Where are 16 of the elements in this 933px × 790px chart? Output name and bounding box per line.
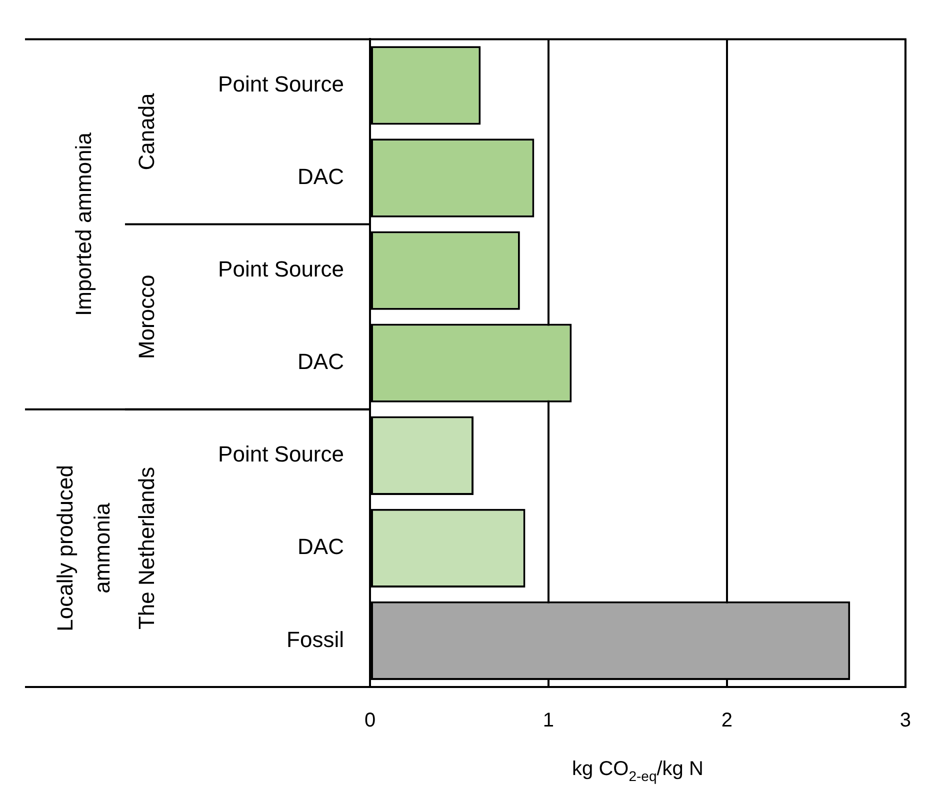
text: Canada	[134, 92, 160, 170]
x-tick-label: 1	[542, 710, 554, 732]
x-tick-label: 2	[721, 710, 733, 732]
y-tick-label: DAC	[298, 349, 344, 374]
x-tick-label: 3	[900, 710, 911, 732]
text: Imported ammonia	[71, 132, 96, 316]
text: The Netherlands	[134, 466, 160, 630]
y-tick-label: DAC	[298, 534, 344, 560]
y-tick-label: Point Source	[218, 72, 344, 97]
text: Morocco	[134, 274, 160, 360]
y-tick-label: Point Source	[218, 256, 344, 282]
text: Locally produced ammonia	[52, 465, 115, 632]
y-tick-label: Point Source	[218, 442, 344, 467]
x-tick-label: 0	[364, 710, 376, 732]
y-tick-label: DAC	[298, 164, 344, 190]
y-tick-label: Fossil	[286, 626, 344, 652]
